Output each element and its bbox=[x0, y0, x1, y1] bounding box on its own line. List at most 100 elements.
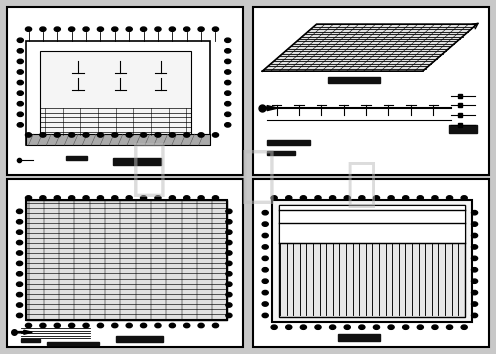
Circle shape bbox=[417, 325, 424, 329]
Circle shape bbox=[344, 196, 350, 200]
Circle shape bbox=[40, 133, 46, 137]
Circle shape bbox=[140, 133, 147, 137]
Circle shape bbox=[226, 251, 232, 255]
Circle shape bbox=[226, 209, 232, 213]
Text: 網: 網 bbox=[346, 158, 377, 210]
Circle shape bbox=[472, 279, 478, 284]
Bar bbox=[338, 334, 380, 341]
Circle shape bbox=[226, 230, 232, 234]
Circle shape bbox=[472, 233, 478, 238]
Circle shape bbox=[40, 196, 46, 200]
Circle shape bbox=[169, 323, 176, 328]
Circle shape bbox=[16, 240, 23, 245]
Circle shape bbox=[262, 245, 268, 249]
Bar bbox=[26, 41, 210, 145]
Circle shape bbox=[315, 196, 321, 200]
Circle shape bbox=[271, 196, 277, 200]
Circle shape bbox=[40, 27, 46, 32]
Circle shape bbox=[472, 302, 478, 306]
Circle shape bbox=[169, 27, 176, 32]
Circle shape bbox=[329, 325, 336, 329]
Bar bbox=[48, 342, 99, 345]
Bar bbox=[116, 336, 163, 342]
Circle shape bbox=[25, 196, 32, 200]
Circle shape bbox=[16, 209, 23, 213]
Circle shape bbox=[68, 27, 75, 32]
Circle shape bbox=[300, 196, 307, 200]
Bar bbox=[267, 151, 296, 155]
Circle shape bbox=[432, 325, 438, 329]
Circle shape bbox=[226, 303, 232, 307]
Bar bbox=[253, 7, 489, 175]
Circle shape bbox=[83, 27, 89, 32]
Circle shape bbox=[226, 282, 232, 286]
Circle shape bbox=[198, 323, 204, 328]
FancyArrow shape bbox=[262, 105, 278, 110]
Circle shape bbox=[17, 123, 23, 127]
Circle shape bbox=[472, 290, 478, 295]
Bar bbox=[7, 7, 243, 175]
Circle shape bbox=[16, 230, 23, 234]
Circle shape bbox=[212, 196, 219, 200]
Circle shape bbox=[112, 196, 118, 200]
Bar bbox=[448, 125, 477, 133]
Circle shape bbox=[388, 196, 394, 200]
Bar bbox=[279, 205, 465, 243]
Circle shape bbox=[212, 133, 219, 137]
Circle shape bbox=[184, 196, 190, 200]
Circle shape bbox=[25, 27, 32, 32]
Circle shape bbox=[112, 133, 118, 137]
Circle shape bbox=[226, 240, 232, 245]
Circle shape bbox=[225, 48, 231, 53]
Circle shape bbox=[262, 256, 268, 261]
Circle shape bbox=[16, 272, 23, 276]
Circle shape bbox=[155, 196, 161, 200]
Circle shape bbox=[225, 38, 231, 42]
Circle shape bbox=[54, 27, 61, 32]
Circle shape bbox=[126, 27, 132, 32]
Circle shape bbox=[226, 219, 232, 224]
Circle shape bbox=[155, 323, 161, 328]
Circle shape bbox=[140, 27, 147, 32]
Circle shape bbox=[286, 325, 292, 329]
Circle shape bbox=[472, 245, 478, 249]
Bar bbox=[26, 200, 227, 320]
Circle shape bbox=[225, 80, 231, 85]
Circle shape bbox=[16, 219, 23, 224]
Circle shape bbox=[417, 196, 424, 200]
Bar bbox=[40, 51, 191, 135]
Circle shape bbox=[17, 48, 23, 53]
Circle shape bbox=[17, 91, 23, 95]
Circle shape bbox=[17, 70, 23, 74]
Circle shape bbox=[184, 323, 190, 328]
Circle shape bbox=[16, 313, 23, 318]
Circle shape bbox=[126, 133, 132, 137]
Circle shape bbox=[446, 325, 453, 329]
Text: 龍: 龍 bbox=[240, 148, 276, 206]
Circle shape bbox=[225, 112, 231, 116]
Circle shape bbox=[54, 133, 61, 137]
Text: 築: 築 bbox=[131, 141, 168, 199]
Circle shape bbox=[286, 196, 292, 200]
Circle shape bbox=[184, 27, 190, 32]
Circle shape bbox=[359, 325, 365, 329]
Circle shape bbox=[16, 303, 23, 307]
Circle shape bbox=[198, 133, 204, 137]
Circle shape bbox=[472, 222, 478, 226]
Circle shape bbox=[329, 196, 336, 200]
Circle shape bbox=[68, 133, 75, 137]
Circle shape bbox=[373, 325, 379, 329]
Bar bbox=[114, 159, 161, 165]
Circle shape bbox=[344, 325, 350, 329]
Circle shape bbox=[262, 268, 268, 272]
Circle shape bbox=[83, 196, 89, 200]
Circle shape bbox=[472, 211, 478, 215]
Circle shape bbox=[17, 80, 23, 85]
Bar bbox=[7, 179, 243, 347]
Circle shape bbox=[140, 323, 147, 328]
Polygon shape bbox=[262, 24, 477, 71]
Circle shape bbox=[16, 251, 23, 255]
Circle shape bbox=[83, 323, 89, 328]
Circle shape bbox=[226, 313, 232, 318]
Circle shape bbox=[97, 323, 104, 328]
